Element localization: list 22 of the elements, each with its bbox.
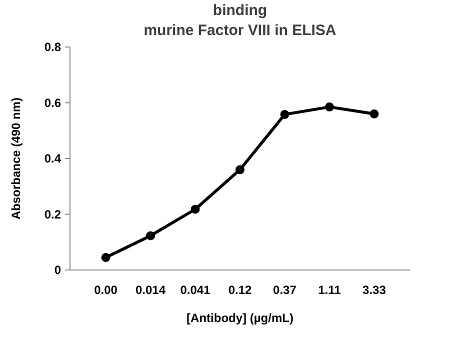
x-axis-title: [Antibody] (µg/mL): [186, 311, 294, 325]
point: [236, 165, 244, 174]
chart-title: binding murine Factor VIII in ELISA: [144, 2, 336, 39]
x-tick-label: 0.12: [228, 283, 252, 297]
point: [370, 109, 379, 118]
x-tick-label: 3.33: [362, 283, 386, 297]
y-tick-label: 0.8: [44, 40, 62, 54]
point: [146, 231, 156, 240]
point: [280, 110, 290, 119]
point: [324, 102, 334, 112]
point: [190, 204, 200, 214]
y-tick-label: 0: [54, 263, 62, 278]
x-tick-label: 1.11: [318, 283, 342, 297]
x-tick-label: 0.014: [136, 283, 166, 297]
y-tick-label: 0.2: [44, 207, 62, 222]
point: [101, 252, 110, 262]
x-tick-label: 0.37: [273, 283, 297, 297]
y-tick-label: 0.6: [44, 96, 62, 110]
y-tick-label: 0.4: [44, 152, 62, 166]
x-tick-label: 0.00: [94, 283, 118, 297]
x-tick-label: 0.041: [180, 283, 211, 297]
y-axis-title: Absorbance (490 nm): [9, 97, 23, 220]
